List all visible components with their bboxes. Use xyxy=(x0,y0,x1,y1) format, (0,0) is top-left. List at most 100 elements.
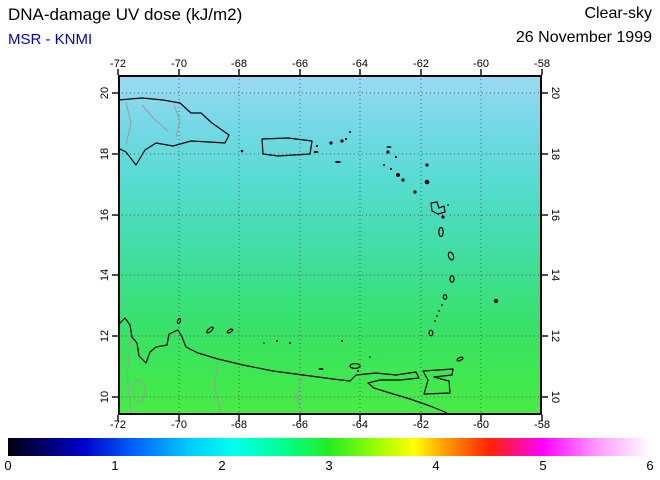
map-plot-area: -72 -70 -68 -66 -64 -62 -60 -58 -72 -70 … xyxy=(99,58,561,431)
coastline-st-vincent xyxy=(442,294,448,301)
coastline-grenada xyxy=(428,329,434,337)
islet-grenadines-2 xyxy=(438,310,440,312)
islet-st-croix xyxy=(335,160,341,164)
lat-tick-right: 10 xyxy=(549,390,561,404)
islet-antigua xyxy=(424,179,430,185)
islet-nevis xyxy=(401,178,405,182)
islet-grenadines-1 xyxy=(441,304,443,306)
colorbar-tick: 5 xyxy=(539,458,547,473)
coastline-tobago xyxy=(456,356,464,362)
lon-tick-bottom: -64 xyxy=(352,419,368,431)
islet-anguilla xyxy=(386,146,392,148)
colorbar-tick: 1 xyxy=(111,458,119,473)
colombia-venezuela-border xyxy=(126,336,132,415)
islet-st-martin xyxy=(386,150,390,154)
coastlines xyxy=(118,97,464,415)
lake-maracaibo xyxy=(132,379,146,403)
lon-tick-top: -58 xyxy=(534,58,550,70)
coastline-dominica xyxy=(438,226,444,238)
lat-tick-right: 14 xyxy=(549,268,561,282)
lat-tick-right: 16 xyxy=(549,208,561,222)
islet-grenadines-4 xyxy=(434,320,436,322)
coastline-bonaire xyxy=(226,328,234,334)
coastline-aruba xyxy=(176,317,182,325)
lat-tick-right: 18 xyxy=(549,147,561,161)
lat-tick-left: 16 xyxy=(99,208,111,222)
lat-tick-left: 10 xyxy=(99,390,111,404)
coastline-st-lucia xyxy=(449,275,455,283)
coastline-south-america xyxy=(118,317,450,415)
lon-tick-bottom: -66 xyxy=(292,419,308,431)
coastline-curacao xyxy=(206,326,214,334)
lat-tick-right: 12 xyxy=(549,329,561,343)
lat-tick-right: 20 xyxy=(549,86,561,100)
islet-marie-galante xyxy=(441,215,445,219)
lon-tick-top: -64 xyxy=(352,58,368,70)
map-canvas xyxy=(112,69,548,421)
islet-tortola xyxy=(340,139,344,143)
islet-virgin-gorda xyxy=(344,137,348,141)
islet-desirade xyxy=(447,204,449,206)
hispaniola-river-2 xyxy=(173,104,181,138)
islet-los-roques xyxy=(276,340,278,342)
islet-mona xyxy=(240,149,244,153)
islet-testigos xyxy=(369,356,371,358)
haiti-dr-border xyxy=(125,101,132,146)
islet-orchila xyxy=(289,342,291,344)
colorbar-tick: 4 xyxy=(432,458,440,473)
lat-tick-left: 18 xyxy=(99,147,111,161)
coastline-puerto-rico xyxy=(261,137,313,157)
colorbar-tick: 3 xyxy=(325,458,333,473)
coastline-guadeloupe xyxy=(430,201,446,215)
lon-tick-bottom: -68 xyxy=(231,419,247,431)
lat-tick-left: 12 xyxy=(99,329,111,343)
colorbar-tick: 0 xyxy=(4,458,12,473)
colorbar-tick: 2 xyxy=(218,458,226,473)
lat-tick-left: 14 xyxy=(99,268,111,282)
islet-la-tortuga xyxy=(318,368,324,370)
lon-tick-bottom: -72 xyxy=(110,419,126,431)
lat-tick-left: 20 xyxy=(99,86,111,100)
islet-saba xyxy=(383,164,385,166)
axis-ticks xyxy=(112,69,548,421)
islet-culebra xyxy=(315,144,319,148)
figure-date: 26 November 1999 xyxy=(515,29,652,46)
hispaniola-river-1 xyxy=(141,104,169,132)
islet-st-barth xyxy=(394,155,398,159)
lon-tick-bottom: -58 xyxy=(534,419,550,431)
lon-tick-bottom: -60 xyxy=(473,419,489,431)
coastline-martinique xyxy=(447,251,455,261)
figure-source: MSR - KNMI xyxy=(8,31,93,48)
islet-st-kitts xyxy=(396,173,400,177)
lon-tick-top: -62 xyxy=(413,58,429,70)
venezuela-river-2 xyxy=(295,374,305,415)
lon-tick-top: -72 xyxy=(110,58,126,70)
islet-barbuda xyxy=(425,163,429,167)
colorbar-tick: 6 xyxy=(646,458,654,473)
venezuela-river-1 xyxy=(213,359,223,415)
lon-tick-top: -66 xyxy=(292,58,308,70)
figure-title: DNA-damage UV dose (kJ/m2) xyxy=(8,5,243,24)
islet-st-thomas xyxy=(329,141,333,145)
islet-montserrat xyxy=(413,190,417,194)
grid-lines xyxy=(118,75,542,415)
borders-and-rivers xyxy=(125,101,305,415)
islet-coche xyxy=(357,370,359,372)
islet-anegada xyxy=(349,131,351,133)
small-islands xyxy=(240,131,499,372)
coastline-margarita xyxy=(349,363,361,370)
islet-blanquilla xyxy=(341,340,343,342)
lon-tick-top: -68 xyxy=(231,58,247,70)
coastline-hispaniola xyxy=(118,97,230,166)
lon-tick-bottom: -62 xyxy=(413,419,429,431)
islet-barbados xyxy=(493,298,499,304)
islet-vieques xyxy=(313,151,319,153)
colorbar-gradient xyxy=(8,438,650,456)
sky-condition-label: Clear-sky xyxy=(584,5,652,22)
coastline-trinidad xyxy=(422,368,454,395)
islet-st-eustatius xyxy=(389,167,393,171)
lon-tick-bottom: -70 xyxy=(171,419,187,431)
lon-tick-top: -70 xyxy=(171,58,187,70)
islet-las-aves xyxy=(263,342,265,344)
